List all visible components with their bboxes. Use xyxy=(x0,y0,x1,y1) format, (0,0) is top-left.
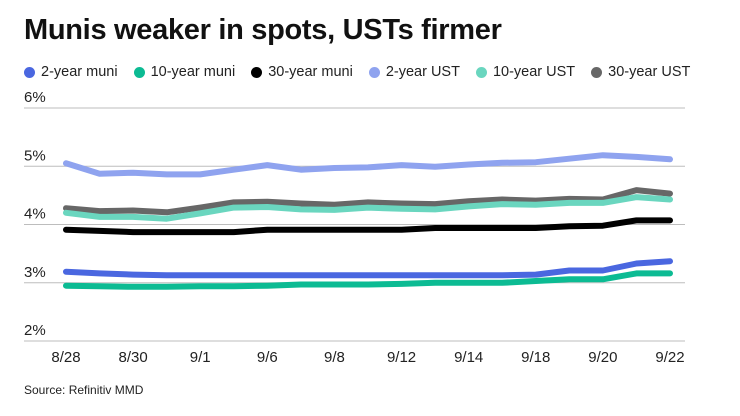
source-note: Source: Refinitiv MMD xyxy=(24,383,144,397)
x-tick-label: 8/28 xyxy=(51,349,80,366)
legend-label: 2-year muni xyxy=(41,64,118,80)
legend-dot-icon xyxy=(24,66,35,78)
legend-label: 10-year muni xyxy=(150,64,236,80)
series-line-10-year-ust xyxy=(63,194,673,222)
legend-item: 30-year muni xyxy=(251,64,353,80)
legend-item: 30-year UST xyxy=(591,64,690,80)
x-tick-label: 9/18 xyxy=(521,349,550,366)
legend-dot-icon xyxy=(591,66,603,78)
y-tick-label: 3% xyxy=(24,264,46,281)
legend: 2-year muni 10-year muni 30-year muni 2-yea… xyxy=(24,64,690,80)
series-line-30-year-muni xyxy=(63,217,673,236)
series-line-10-year-muni xyxy=(63,270,673,290)
legend-label: 30-year muni xyxy=(268,64,353,80)
x-tick-label: 9/20 xyxy=(588,349,617,366)
legend-dot-icon xyxy=(368,66,380,78)
x-tick-label: 9/8 xyxy=(324,349,345,366)
series-line-2-year-muni xyxy=(63,258,673,279)
chart-title: Munis weaker in spots, USTs firmer xyxy=(24,14,502,46)
legend-item: 2-year UST xyxy=(368,64,460,80)
legend-item: 10-year muni xyxy=(133,64,236,80)
legend-item: 2-year muni xyxy=(24,64,118,80)
legend-label: 10-year UST xyxy=(492,64,576,80)
x-tick-label: 9/14 xyxy=(454,349,483,366)
y-tick-label: 5% xyxy=(24,147,46,164)
legend-dot-icon xyxy=(133,66,145,78)
x-tick-label: 8/30 xyxy=(119,349,148,366)
x-tick-label: 9/12 xyxy=(387,349,416,366)
legend-dot-icon xyxy=(251,66,263,78)
series-line-2-year-ust xyxy=(63,152,673,178)
y-tick-label: 4% xyxy=(24,206,46,223)
legend-label: 30-year UST xyxy=(608,64,691,80)
y-tick-label: 6% xyxy=(24,89,46,106)
y-tick-label: 2% xyxy=(24,322,46,339)
x-tick-label: 9/1 xyxy=(190,349,211,366)
legend-item: 10-year UST xyxy=(475,64,576,80)
x-tick-label: 9/6 xyxy=(257,349,278,366)
legend-dot-icon xyxy=(475,66,487,78)
x-tick-label: 9/22 xyxy=(655,349,684,366)
series-line-30-year-ust xyxy=(63,187,673,216)
legend-label: 2-year UST xyxy=(385,64,460,80)
